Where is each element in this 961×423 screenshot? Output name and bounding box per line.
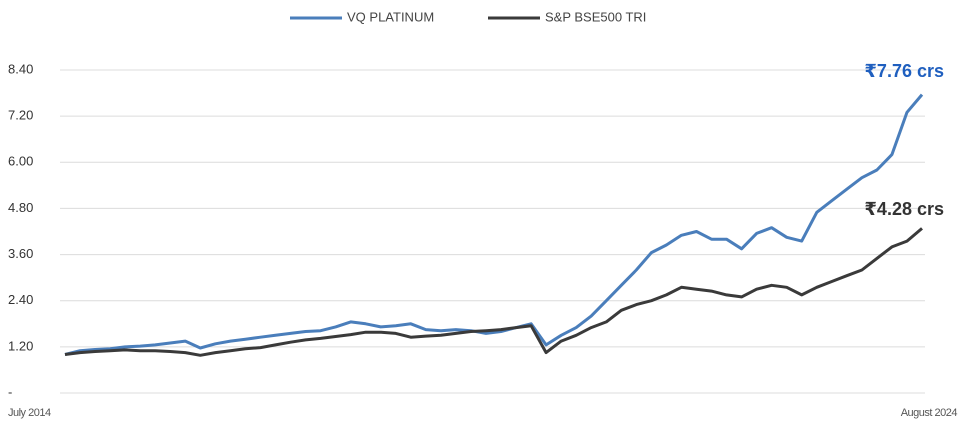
annotation: ₹7.76 crs (864, 61, 944, 81)
legend-label: VQ PLATINUM (347, 9, 434, 24)
legend-label: S&P BSE500 TRI (545, 9, 646, 24)
y-tick-label: 4.80 (8, 200, 33, 215)
series-line (64, 227, 923, 357)
y-tick-label: 1.20 (8, 338, 33, 353)
annotation: ₹4.28 crs (864, 199, 944, 219)
y-tick-label: 8.40 (8, 61, 33, 76)
y-tick-label: - (8, 384, 12, 399)
x-tick-label: August 2024 (901, 407, 958, 419)
y-tick-label: 2.40 (8, 292, 33, 307)
series-line (64, 93, 924, 356)
y-tick-label: 3.60 (8, 246, 33, 261)
y-tick-label: 6.00 (8, 154, 33, 169)
x-tick-label: July 2014 (8, 407, 51, 419)
y-tick-label: 7.20 (8, 108, 33, 123)
